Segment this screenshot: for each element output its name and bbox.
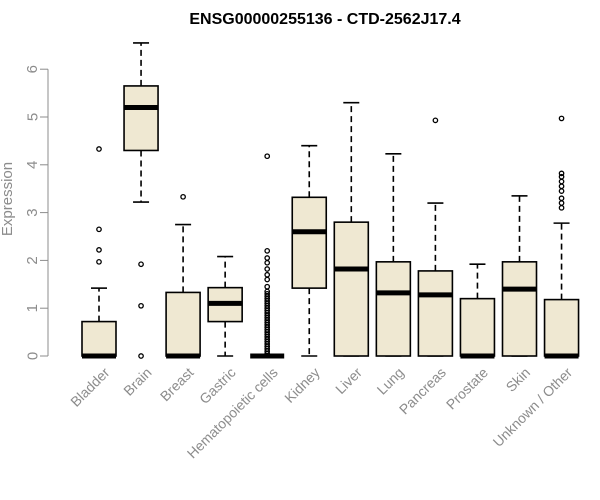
outlier-point [558,178,565,185]
box-group [333,101,370,357]
x-tick-label: Unknown / Other [490,364,576,450]
box-series [81,42,580,359]
outlier-point [558,200,565,206]
x-tick-label: Brain [120,364,154,398]
outlier-point [558,188,565,194]
box-iqr [291,196,328,289]
box-iqr [123,85,159,152]
outlier-point [138,353,144,359]
y-tick-label: 3 [24,208,41,216]
outlier-point [138,302,144,309]
outlier-point [558,170,565,177]
outlier-point [264,153,271,160]
box-group [501,195,538,357]
box-iqr [501,261,538,357]
x-tick-label: Breast [157,364,197,404]
box-iqr [417,270,454,357]
box-group [291,144,328,357]
y-tick-label: 1 [24,304,41,312]
x-tick-label: Prostate [443,364,491,412]
outlier-point [264,266,271,272]
outlier-point [264,255,271,261]
y-tick-label: 2 [24,256,41,264]
box-group [81,146,117,359]
box-iqr [165,291,201,357]
y-tick-label: 6 [24,65,41,73]
outlier-point [558,115,565,122]
y-axis: 0 1 2 3 4 5 6 [24,65,49,360]
outlier-point [138,261,144,268]
box-group [250,153,285,359]
outlier-point [264,259,271,266]
box-group [123,42,159,359]
outlier-point [558,173,565,180]
outlier-point [264,247,271,254]
box-group [543,115,580,359]
outlier-point [96,247,102,253]
box-iqr [543,298,580,357]
outlier-point [96,226,102,233]
outlier-point [264,271,271,278]
outlier-point [558,204,565,211]
box-group [417,117,454,357]
box-group [207,255,243,357]
outlier-point [432,117,439,124]
y-tick-label: 4 [24,161,41,169]
outlier-point [264,291,271,297]
box-iqr [81,320,117,357]
box-group [459,263,496,359]
x-tick-label: Skin [503,364,534,395]
x-tick-label: Bladder [67,364,113,410]
box-group [375,153,412,357]
x-tick-label: Lung [374,364,407,397]
outlier-point [96,146,102,152]
outlier-point [96,258,102,265]
outlier-point [180,193,186,200]
x-tick-label: Liver [332,364,365,397]
outlier-point [264,283,271,290]
outlier-point [558,183,565,190]
box-iqr [333,221,370,357]
y-axis-label: Expression [0,162,16,236]
box-iqr [459,297,496,357]
y-tick-label: 5 [24,113,41,121]
outlier-point [558,195,565,202]
chart-title: ENSG00000255136 - CTD-2562J17.4 [189,11,460,28]
box-iqr [375,261,412,357]
y-tick-label: 0 [24,352,41,360]
x-tick-label: Pancreas [396,364,449,417]
box-group [165,193,201,359]
outlier-point [264,276,271,283]
x-tick-label: Kidney [281,364,323,406]
